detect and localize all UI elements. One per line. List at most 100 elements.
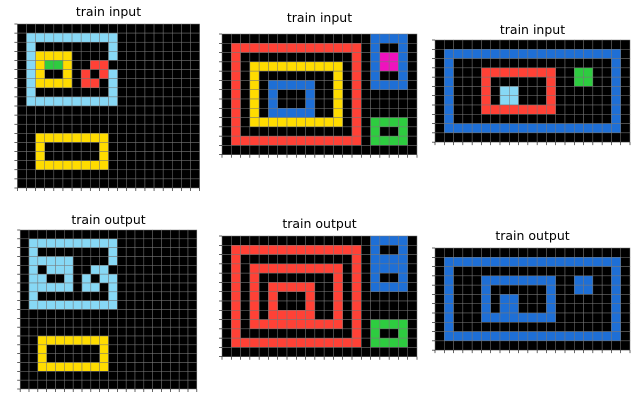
grid-cell <box>181 123 191 134</box>
grid-cell <box>172 133 182 143</box>
grid-cell <box>55 238 65 248</box>
grid-cell <box>108 344 118 354</box>
grid-cell <box>249 263 260 274</box>
grid-cell <box>170 265 180 275</box>
grid-cell <box>536 312 547 323</box>
grid-cell <box>152 256 162 266</box>
grid-cell <box>286 282 297 292</box>
grid-cell <box>379 319 390 330</box>
grid-cell <box>258 126 269 137</box>
grid-cell <box>126 23 137 34</box>
grid-cell <box>555 86 566 96</box>
grid-cell <box>258 52 269 63</box>
grid-cell <box>546 322 556 332</box>
grid-cell <box>305 291 316 302</box>
grid-cell <box>592 104 603 115</box>
grid-cell <box>144 23 155 34</box>
grid-cell <box>555 331 566 342</box>
grid-cell <box>611 247 621 258</box>
grid-cell <box>258 254 269 265</box>
grid-cell <box>62 23 73 34</box>
grid-cell <box>240 126 251 137</box>
grid-cell <box>323 319 334 330</box>
grid-cell <box>258 70 269 81</box>
grid-cell <box>564 76 575 87</box>
grid-cell <box>499 340 510 351</box>
grid-cell <box>99 326 109 337</box>
grid-cell <box>99 247 109 257</box>
grid-cell <box>499 132 510 143</box>
grid-cell <box>361 347 371 357</box>
grid-cell <box>490 39 501 50</box>
grid-cell <box>444 284 454 295</box>
grid-cell <box>323 52 334 63</box>
grid-cell <box>134 273 145 284</box>
grid-cell <box>240 33 251 44</box>
grid-cell <box>314 337 325 348</box>
grid-cell <box>434 266 445 277</box>
grid-cell <box>108 51 118 61</box>
grid-cell <box>90 265 100 275</box>
grid-cell <box>46 379 56 390</box>
grid <box>14 23 200 191</box>
grid-cell <box>46 318 56 328</box>
grid-cell <box>26 60 36 70</box>
grid-cell <box>499 303 510 314</box>
grid-cell <box>55 379 65 390</box>
grid-cell <box>117 105 127 116</box>
grid-cell <box>471 303 482 314</box>
grid-cell <box>333 80 343 90</box>
grid-cell <box>64 379 74 390</box>
grid-cell <box>90 123 100 134</box>
grid-cell <box>90 229 100 240</box>
grid-cell <box>398 126 408 137</box>
grid-cell <box>240 52 251 63</box>
grid-cell <box>407 254 418 265</box>
grid-cell <box>536 76 547 87</box>
grid-cell <box>268 43 278 53</box>
grid-cell <box>509 49 519 59</box>
grid-cell <box>370 310 381 320</box>
grid-cell <box>28 318 39 328</box>
grid-cell <box>601 49 612 59</box>
grid-cell <box>268 135 278 146</box>
grid-cell <box>117 379 127 390</box>
grid-cell <box>26 169 36 180</box>
grid-cell <box>26 142 36 152</box>
grid-cell <box>64 318 74 328</box>
grid-cell <box>80 105 91 116</box>
grid-cell <box>462 322 473 332</box>
grid-cell <box>379 347 390 357</box>
grid-cell <box>178 309 189 319</box>
grid-cell <box>231 291 241 302</box>
grid-cell <box>583 312 594 323</box>
grid-cell <box>28 371 39 381</box>
grid-cell <box>518 312 529 323</box>
grid-cell <box>296 135 306 146</box>
grid-cell <box>370 328 381 339</box>
grid-cell <box>305 98 316 109</box>
grid-cell <box>481 284 491 295</box>
grid-cell <box>258 80 269 90</box>
grid-cell <box>221 328 232 339</box>
grid-cell <box>37 229 47 240</box>
grid-cell <box>28 291 39 301</box>
grid-cell <box>296 61 306 72</box>
grid-cell <box>53 32 64 43</box>
grid-cell <box>546 284 556 295</box>
grid-cell <box>125 379 136 390</box>
grid-cell <box>221 291 232 302</box>
grid-cell <box>444 104 454 115</box>
grid-cell <box>286 337 297 348</box>
grid-cell <box>286 328 297 339</box>
panel-train-input-1: train input <box>10 4 207 191</box>
grid-cell <box>90 256 100 266</box>
grid-cell <box>509 58 519 69</box>
grid-cell <box>499 284 510 295</box>
grid-cell <box>277 145 288 155</box>
grid-cell <box>351 89 362 100</box>
grid-cell <box>305 135 316 146</box>
grid-cell <box>462 114 473 124</box>
grid-cell <box>481 104 491 115</box>
grid-cell <box>518 114 529 124</box>
